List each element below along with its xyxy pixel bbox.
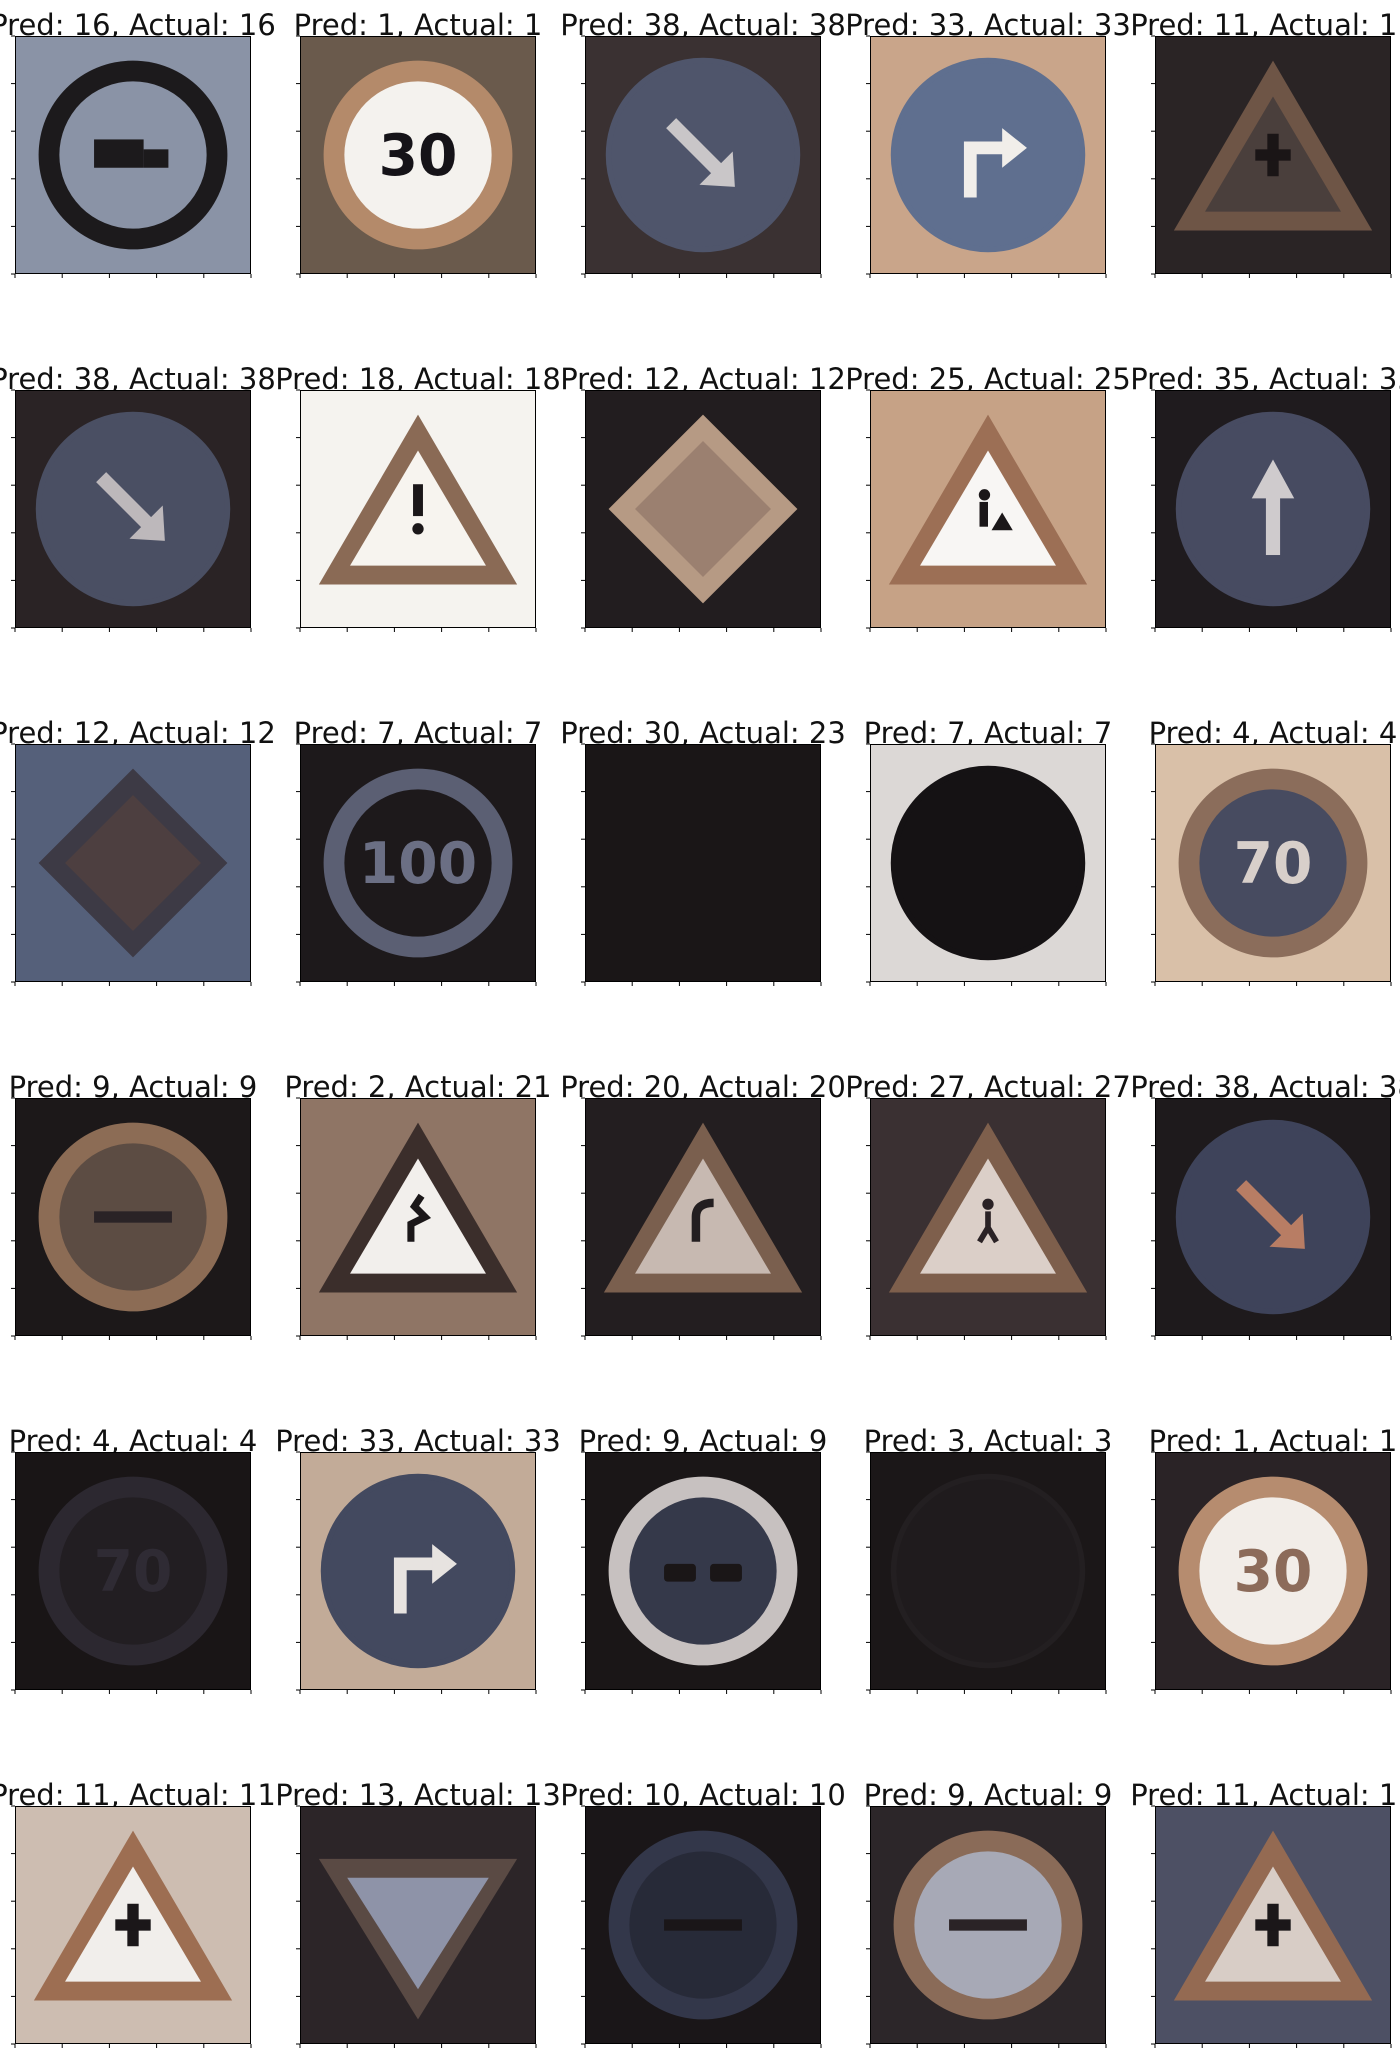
pedestrian-icon — [982, 1199, 993, 1210]
prediction-panel: Pred: 11, Actual: 11 — [1155, 1778, 1391, 2066]
arrow-icon — [1266, 495, 1280, 555]
sign-image — [296, 1452, 540, 1704]
prediction-panel: Pred: 20, Actual: 20 — [585, 1070, 821, 1358]
sign-image — [581, 1806, 825, 2058]
turn-right-ahead-sign — [894, 61, 1083, 250]
no-trucks-sign — [39, 61, 228, 250]
sign-image — [296, 390, 540, 642]
truck-icon — [94, 139, 144, 167]
sign-image — [581, 390, 825, 642]
sign-image — [581, 36, 825, 288]
prediction-panel: Pred: 38, Actual: 38 — [585, 8, 821, 296]
prediction-panel: Pred: 33, Actual: 33 — [300, 1424, 536, 1712]
prediction-panel: Pred: 13, Actual: 13 — [300, 1778, 536, 2066]
sign-number: 100 — [359, 831, 477, 897]
sign-image — [866, 1452, 1110, 1704]
sign-image: 70 — [11, 1452, 255, 1704]
prediction-panel: Pred: 35, Actual: 35 — [1155, 362, 1391, 650]
exclamation-icon — [413, 484, 423, 516]
prediction-panel: Pred: 25, Actual: 25 — [870, 362, 1106, 650]
keep-right-sign — [609, 61, 798, 250]
prediction-panel: Pred: 1, Actual: 1 30 — [300, 8, 536, 296]
sign-number: 30 — [379, 123, 458, 189]
bar-icon — [94, 1211, 172, 1222]
prediction-panel: Pred: 2, Actual: 21 — [300, 1070, 536, 1358]
prediction-panel: Pred: 12, Actual: 12 — [15, 716, 251, 1004]
prediction-panel: Pred: 7, Actual: 7 — [870, 716, 1106, 1004]
prediction-panel: Pred: 4, Actual: 4 70 — [1155, 716, 1391, 1004]
speed-limit-30-sign: 30 — [324, 61, 513, 250]
prediction-panel: Pred: 9, Actual: 9 — [585, 1424, 821, 1712]
sign-image: 70 — [1151, 744, 1395, 996]
prediction-panel: Pred: 9, Actual: 9 — [870, 1778, 1106, 2066]
no-passing-sign — [894, 1831, 1083, 2020]
sign-image — [11, 744, 255, 996]
turn-right-ahead-sign — [324, 1477, 513, 1666]
prediction-panel: Pred: 16, Actual: 16 — [15, 8, 251, 296]
speed-limit-100-sign — [894, 769, 1083, 958]
prediction-panel: Pred: 10, Actual: 10 — [585, 1778, 821, 2066]
bar-icon — [664, 1919, 742, 1930]
sign-image — [581, 1098, 825, 1350]
prediction-panel: Pred: 30, Actual: 23 — [585, 716, 821, 1004]
keep-right-sign — [1179, 1123, 1368, 1312]
sign-image — [11, 1098, 255, 1350]
sign-number: 70 — [1234, 831, 1313, 897]
no-passing-sign — [39, 1123, 228, 1312]
sign-image — [866, 390, 1110, 642]
bar-icon — [949, 1919, 1027, 1930]
prediction-panel: Pred: 27, Actual: 27 — [870, 1070, 1106, 1358]
prediction-panel: Pred: 9, Actual: 9 — [15, 1070, 251, 1358]
sign-image — [581, 1452, 825, 1704]
sign-image — [1151, 1806, 1395, 2058]
sign-image: 30 — [296, 36, 540, 288]
prediction-panel: Pred: 12, Actual: 12 — [585, 362, 821, 650]
sign-image: 100 — [296, 744, 540, 996]
prediction-grid: Pred: 16, Actual: 16 Pred: 1, Actual: 1 30… — [0, 0, 1400, 2024]
sign-image — [1151, 390, 1395, 642]
speed-limit-60-sign — [894, 1477, 1083, 1666]
no-passing-sign — [609, 1477, 798, 1666]
speed-limit-70-sign: 70 — [39, 1477, 228, 1666]
speed-limit-100-sign: 100 — [324, 769, 513, 958]
prediction-panel: Pred: 4, Actual: 4 70 — [15, 1424, 251, 1712]
sign-image — [296, 1806, 540, 2058]
sign-number: 30 — [1234, 1539, 1313, 1605]
sign-image — [11, 390, 255, 642]
prediction-panel: Pred: 33, Actual: 33 — [870, 8, 1106, 296]
prediction-panel: Pred: 7, Actual: 7 100 — [300, 716, 536, 1004]
keep-right-sign — [39, 415, 228, 604]
speed-limit-30-sign: 30 — [1179, 1477, 1368, 1666]
prediction-panel: Pred: 3, Actual: 3 — [870, 1424, 1106, 1712]
ahead-only-sign — [1179, 415, 1368, 604]
prediction-panel: Pred: 18, Actual: 18 — [300, 362, 536, 650]
sign-number: 70 — [94, 1539, 173, 1605]
no-passing-trucks-sign — [609, 1831, 798, 2020]
sign-image — [11, 1806, 255, 2058]
sign-image — [866, 1098, 1110, 1350]
sign-image — [866, 1806, 1110, 2058]
sign-image — [1151, 36, 1395, 288]
prediction-panel: Pred: 1, Actual: 1 30 — [1155, 1424, 1391, 1712]
prediction-panel: Pred: 11, Actual: 11 — [1155, 8, 1391, 296]
sign-image — [866, 36, 1110, 288]
prediction-panel: Pred: 11, Actual: 11 — [15, 1778, 251, 2066]
cars-icon — [664, 1564, 696, 1582]
sign-image — [296, 1098, 540, 1350]
prediction-panel: Pred: 38, Actual: 38 — [1155, 1070, 1391, 1358]
sign-image: 30 — [1151, 1452, 1395, 1704]
prediction-panel: Pred: 38, Actual: 38 — [15, 362, 251, 650]
sign-image — [866, 744, 1110, 996]
sign-image — [581, 744, 825, 996]
speed-limit-70-sign: 70 — [1179, 769, 1368, 958]
sign-image — [1151, 1098, 1395, 1350]
sign-image — [11, 36, 255, 288]
worker-icon — [979, 489, 990, 500]
image-background — [585, 744, 821, 982]
